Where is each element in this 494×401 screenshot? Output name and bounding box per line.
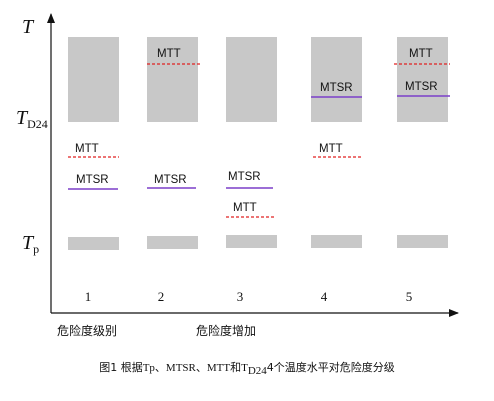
caption-prefix: 图1 根据 (99, 361, 143, 374)
column-number-5: 5 (405, 289, 413, 304)
figure-caption: 图1 根据Tp、MTSR、MTT和TD244个温度水平对危险度分级 (0, 359, 494, 377)
column-number-2: 2 (157, 289, 165, 304)
mtt-label-4: MTT (319, 143, 343, 155)
y-label-t: T (22, 17, 33, 37)
lower-block-1 (68, 237, 119, 250)
caption-sub: D24 (247, 365, 267, 377)
mtsr-label-5: MTSR (405, 81, 438, 93)
y-label-td24-main: T (16, 107, 28, 129)
y-label-tp-main: T (22, 232, 34, 254)
lower-block-3 (226, 235, 277, 248)
lower-block-5 (397, 235, 448, 248)
y-label-td24-sub: D24 (27, 117, 48, 131)
mtt-label-5: MTT (409, 48, 433, 60)
caption-mid: Tp、MTSR、MTT和T (142, 362, 248, 374)
mtt-label-3: MTT (233, 202, 257, 214)
risk-level-note: 危险度级别 (57, 324, 118, 338)
upper-block-3 (226, 37, 277, 122)
caption-suffix: 4个温度水平对危险度分级 (266, 361, 395, 374)
y-label-t-text: T (22, 16, 34, 38)
mtsr-label-4: MTSR (320, 82, 353, 94)
column-number-3: 3 (236, 289, 244, 304)
mtt-label-2: MTT (157, 48, 181, 60)
y-label-tp: Tp (22, 233, 39, 259)
risk-increase-note: 危险度增加 (196, 324, 257, 338)
mtsr-label-3: MTSR (228, 171, 261, 183)
upper-block-5 (397, 37, 448, 122)
y-label-td24: TD24 (16, 108, 48, 134)
column-number-1: 1 (84, 289, 92, 304)
lower-block-2 (147, 236, 198, 249)
column-number-4: 4 (320, 289, 328, 304)
upper-block-2 (147, 37, 198, 122)
upper-block-1 (68, 37, 119, 122)
mtsr-label-1: MTSR (76, 174, 109, 186)
mtt-label-1: MTT (75, 143, 99, 155)
lower-block-4 (311, 235, 362, 248)
y-label-tp-sub: p (33, 242, 40, 256)
mtsr-label-2: MTSR (154, 174, 187, 186)
upper-block-4 (311, 37, 362, 122)
